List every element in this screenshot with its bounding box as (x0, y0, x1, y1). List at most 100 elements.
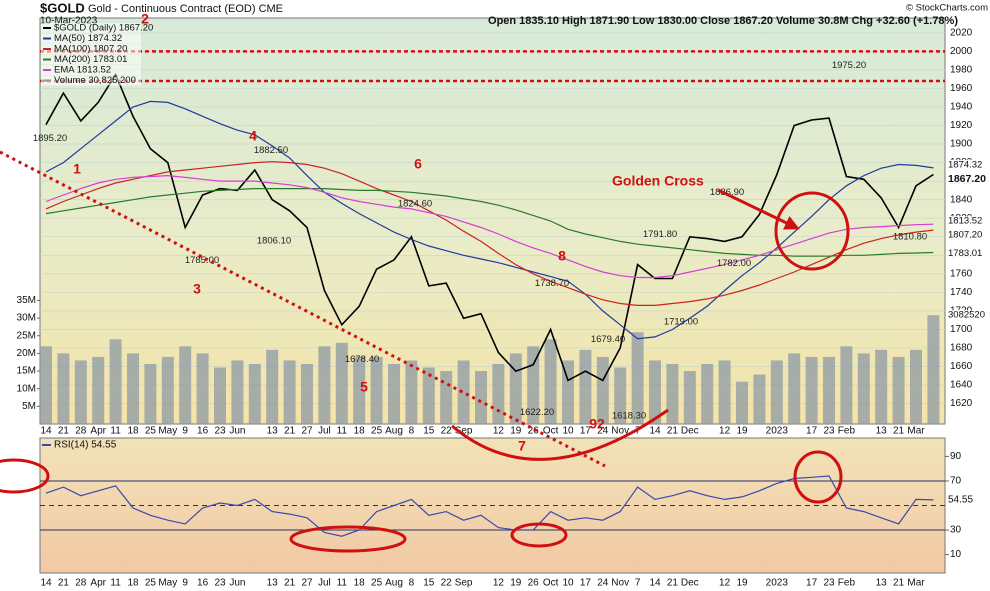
y-tick-label: 1760 (950, 268, 973, 279)
y-tick-label: 1960 (950, 83, 973, 94)
annotation: Golden Cross (612, 173, 704, 189)
volume-bar (736, 381, 748, 424)
price-label: 1975.20 (832, 60, 866, 71)
x-tick-label: 12 (493, 578, 505, 589)
x-tick-label: 2023 (766, 578, 789, 589)
annotation: 1 (73, 161, 81, 177)
trend-line (0, 150, 606, 468)
volume-bar (248, 363, 261, 424)
volume-bar (144, 363, 157, 424)
y2-tick-label: 25M (17, 330, 36, 341)
x-tick-label: 11 (337, 426, 348, 437)
x-tick-label: Mar (907, 426, 925, 437)
y-tick-label: 1940 (950, 102, 973, 113)
x-tick-label: 26 (528, 578, 540, 589)
y2-tick-label: 15M (17, 366, 36, 377)
price-label: 1782.00 (717, 258, 751, 269)
x-tick-label: 22 (441, 578, 453, 589)
plot: 1620164016601680170017201740176017801800… (17, 11, 990, 589)
x-tick-label: Aug (385, 578, 403, 589)
x-tick-label: 21 (893, 578, 905, 589)
x-tick-label: Oct (543, 426, 559, 437)
volume-bar (770, 360, 783, 424)
x-tick-label: 7 (635, 578, 641, 589)
x-tick-label: 15 (423, 578, 435, 589)
volume-bar (788, 353, 801, 424)
x-tick-label: 16 (197, 578, 209, 589)
rsi-circle (0, 458, 50, 494)
volume-bar (283, 360, 296, 424)
x-tick-label: 18 (354, 578, 366, 589)
x-tick-label: 23 (214, 578, 226, 589)
annotation: 6 (414, 156, 422, 172)
price-label: 1836.90 (710, 187, 744, 198)
date: 10-Mar-2023 (40, 16, 98, 27)
x-tick-label: Jul (318, 426, 331, 437)
x-tick-label: 14 (649, 426, 661, 437)
x-tick-label: Aug (385, 426, 403, 437)
x-tick-label: 21 (284, 578, 296, 589)
quote: Open 1835.10 High 1871.90 Low 1830.00 Cl… (488, 15, 958, 27)
overlay (0, 150, 850, 553)
series-line (45, 72, 934, 382)
volume-bar (74, 360, 87, 424)
x-tick-label: 28 (75, 426, 87, 437)
volume-bar (701, 363, 714, 424)
x-tick-label: 17 (580, 578, 592, 589)
flag-label: 1867.20 (948, 173, 986, 185)
x-tick-label: 25 (145, 578, 157, 589)
flag-bg (946, 248, 990, 259)
x-tick-label: 18 (127, 578, 139, 589)
volume-bar (422, 367, 435, 424)
y-tick-label: 30 (950, 525, 962, 536)
volume-bar (109, 339, 122, 424)
volume-bar (492, 363, 505, 424)
x-tick-label: 27 (301, 426, 313, 437)
legend-label: Volume 30,825,200 (54, 75, 136, 86)
volume-bar (161, 356, 174, 424)
x-tick-label: 17 (580, 426, 592, 437)
x-tick-label: 12 (719, 578, 731, 589)
flag-label: 3082520 (948, 310, 985, 321)
y-tick-label: 1740 (950, 287, 973, 298)
series-line (45, 475, 934, 537)
volume-bar (92, 356, 105, 424)
y-tick-label: 1920 (950, 120, 973, 131)
x-tick-label: 22 (441, 426, 453, 437)
price-label: 1824.60 (398, 198, 432, 209)
x-tick-label: 14 (40, 578, 52, 589)
legend-label: RSI(14) 54.55 (54, 440, 117, 451)
x-tick-label: 26 (528, 426, 540, 437)
volume-bar (127, 353, 139, 424)
x-tick-label: 21 (284, 426, 296, 437)
price-label: 1622.20 (520, 407, 554, 418)
x-tick-label: Dec (681, 578, 699, 589)
x-tick-label: Jun (229, 578, 245, 589)
golden-cross-circle (774, 191, 850, 271)
volume-bar (266, 349, 279, 424)
annotation: 4 (249, 128, 257, 144)
rsi-circle (289, 525, 407, 553)
volume-bar (840, 346, 853, 424)
symbol: $GOLD (40, 0, 85, 15)
volume-bar (353, 356, 366, 424)
volume-bar (631, 332, 644, 424)
x-tick-label: Nov (611, 426, 629, 437)
price-label: 1618.30 (612, 411, 646, 422)
volume-bar (910, 349, 922, 424)
x-tick-label: 17 (806, 578, 818, 589)
volume-bar (544, 339, 557, 424)
volume-bar (57, 353, 70, 424)
volume-bar (683, 371, 696, 424)
volume-bar (388, 363, 400, 424)
annotation: 7 (518, 438, 526, 454)
x-tick-label: May (158, 426, 177, 437)
x-tick-label: 11 (110, 578, 121, 589)
flag-bg (946, 216, 990, 227)
annotation: 3 (193, 281, 201, 297)
flag-label: 1807.20 (948, 230, 982, 241)
volume-bar (179, 346, 192, 424)
volume-bar (509, 353, 522, 424)
